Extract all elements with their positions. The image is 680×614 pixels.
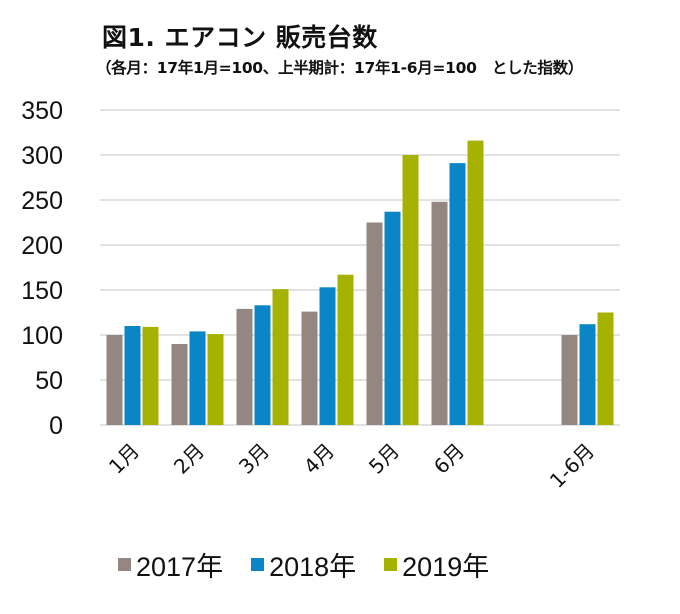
bar-2018年-3月 [254,305,271,425]
chart-subtitle: （各月：17年1月=100、上半期計：17年1-6月=100 とした指数） [96,59,584,77]
legend-label-2019: 2019年 [402,552,490,582]
y-tick-label: 100 [21,322,63,350]
bar-2019年-3月 [272,289,289,425]
bars [106,140,614,425]
x-tick-label: 5月 [364,439,404,479]
bar-2017年-6月 [431,201,448,425]
x-tick-label: 1月 [104,439,144,479]
bar-2019年-1-6月 [597,312,614,425]
gridlines [100,109,620,426]
y-tick-label: 50 [35,367,63,395]
x-axis-ticks: 1月 2月 3月 4月 5月 6月 1-6月 [104,439,599,493]
bar-2018年-1-6月 [579,324,596,425]
legend-label-2018: 2018年 [269,552,357,582]
y-tick-label: 250 [21,187,63,215]
bar-2017年-5月 [366,222,383,425]
bar-2019年-1月 [142,326,159,425]
bar-2017年-1月 [106,335,123,425]
y-axis-ticks: 0 50 100 150 200 250 300 350 [21,97,63,440]
bar-2018年-2月 [189,331,206,425]
bar-2017年-1-6月 [561,335,578,425]
legend-item-2018: 2018年 [251,545,356,584]
bar-2017年-4月 [301,311,318,425]
legend-swatch-2017 [118,558,131,571]
legend-item-2019: 2019年 [384,545,489,584]
chart-title: 図1. エアコン 販売台数 [102,23,378,52]
y-tick-label: 200 [21,232,63,260]
legend: 2017年 2018年 2019年 [118,545,489,584]
bar-2018年-4月 [319,287,336,425]
bar-2019年-2月 [207,334,224,425]
legend-item-2017: 2017年 [118,545,223,584]
y-tick-label: 150 [21,277,63,305]
x-tick-label: 3月 [234,439,274,479]
y-tick-label: 350 [21,97,63,125]
y-tick-label: 0 [49,412,63,440]
x-tick-label: 2月 [169,439,209,479]
bar-2019年-5月 [402,155,419,425]
x-tick-label: 1-6月 [545,439,599,493]
x-tick-label: 6月 [429,439,469,479]
legend-swatch-2019 [384,558,398,571]
bar-2018年-6月 [449,163,466,425]
bar-2017年-2月 [171,344,188,425]
bar-2017年-3月 [236,308,253,425]
bar-2018年-1月 [124,326,141,425]
bar-2018年-5月 [384,211,401,425]
y-tick-label: 300 [21,142,63,170]
legend-label-2017: 2017年 [136,552,224,582]
bar-2019年-6月 [467,140,484,425]
legend-swatch-2018 [251,558,265,571]
bar-2019年-4月 [337,274,354,425]
x-tick-label: 4月 [299,439,339,479]
